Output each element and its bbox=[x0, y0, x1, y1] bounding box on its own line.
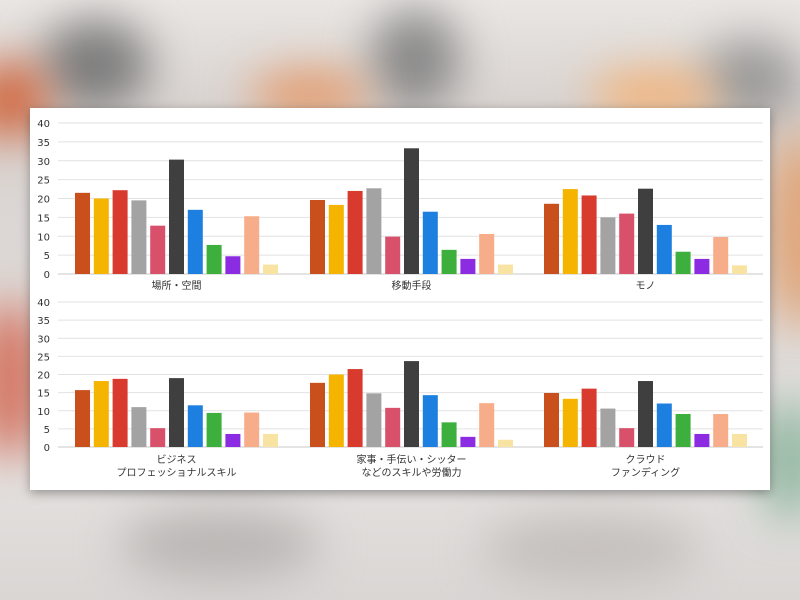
y-tick-label: 15 bbox=[37, 389, 50, 400]
bar bbox=[244, 412, 260, 447]
bar bbox=[206, 244, 222, 274]
bar bbox=[385, 236, 401, 274]
bar bbox=[460, 258, 476, 274]
bar bbox=[328, 374, 344, 447]
bar bbox=[112, 190, 128, 274]
bar bbox=[619, 213, 635, 274]
y-tick-label: 35 bbox=[37, 138, 50, 149]
bar bbox=[366, 393, 382, 447]
bar bbox=[600, 217, 616, 274]
y-tick-label: 0 bbox=[44, 270, 50, 281]
bar bbox=[675, 251, 691, 274]
bar bbox=[187, 405, 203, 447]
bar bbox=[441, 422, 457, 447]
bar bbox=[206, 412, 222, 447]
bar bbox=[404, 148, 419, 274]
bar bbox=[187, 209, 203, 274]
chart-card: 0 5 10 15 20 25 30 35 40 場所・空間 移動手段 モノ 0 5 10 15 20 25 30 3… bbox=[30, 108, 770, 490]
bar bbox=[169, 159, 184, 274]
bar bbox=[404, 361, 419, 447]
category-label: プロフェッショナルスキル bbox=[117, 467, 237, 479]
bar bbox=[544, 392, 559, 447]
bar bbox=[422, 395, 438, 447]
bar bbox=[75, 192, 90, 274]
bar bbox=[366, 188, 382, 274]
bar bbox=[732, 433, 747, 447]
y-tick-label: 5 bbox=[44, 251, 50, 262]
y-tick-label: 25 bbox=[37, 176, 50, 187]
bar bbox=[422, 211, 438, 274]
bar bbox=[347, 190, 363, 274]
bar bbox=[562, 189, 578, 274]
bar bbox=[347, 369, 363, 447]
bar bbox=[544, 203, 559, 274]
bar bbox=[225, 256, 241, 274]
bar bbox=[225, 433, 241, 447]
bar-chart-figure: 0 5 10 15 20 25 30 35 40 場所・空間 移動手段 モノ 0 5 10 15 20 25 30 3… bbox=[37, 119, 763, 479]
bar bbox=[169, 378, 184, 447]
bar bbox=[581, 388, 597, 447]
y-tick-label: 10 bbox=[37, 232, 50, 243]
y-tick-label: 30 bbox=[37, 157, 50, 168]
y-tick-label: 40 bbox=[37, 119, 50, 130]
bar bbox=[310, 382, 325, 447]
bar bbox=[562, 398, 578, 447]
bar bbox=[460, 436, 476, 447]
bar bbox=[619, 428, 635, 447]
y-tick-label: 20 bbox=[37, 371, 50, 382]
bar bbox=[244, 216, 260, 274]
bar bbox=[694, 258, 710, 274]
y-tick-label: 0 bbox=[44, 443, 50, 454]
bar bbox=[656, 403, 672, 447]
bar bbox=[385, 407, 401, 447]
bar bbox=[328, 204, 344, 274]
bar bbox=[263, 264, 278, 274]
y-tick-label: 10 bbox=[37, 407, 50, 418]
bar bbox=[131, 200, 147, 274]
y-tick-label: 40 bbox=[37, 298, 50, 309]
bar bbox=[441, 249, 457, 274]
bar bbox=[479, 233, 495, 274]
category-label: クラウド bbox=[626, 454, 666, 466]
category-label: ファンディング bbox=[611, 466, 680, 479]
bar bbox=[638, 381, 653, 447]
y-tick-label: 35 bbox=[37, 316, 50, 327]
category-label: 移動手段 bbox=[392, 279, 432, 292]
bar bbox=[150, 428, 166, 447]
bar bbox=[93, 381, 109, 447]
bar bbox=[713, 237, 729, 274]
bar bbox=[131, 407, 147, 447]
y-tick-label: 15 bbox=[37, 213, 50, 224]
bar bbox=[498, 264, 513, 274]
bar bbox=[656, 224, 672, 274]
bar bbox=[694, 433, 710, 447]
bar bbox=[310, 200, 325, 274]
bar bbox=[638, 188, 653, 274]
bar bbox=[93, 198, 109, 274]
bar bbox=[479, 403, 495, 447]
bar bbox=[732, 265, 747, 274]
category-label: 家事・手伝い・シッター bbox=[357, 453, 467, 466]
category-label: ビジネス bbox=[157, 454, 197, 466]
bar bbox=[150, 225, 166, 274]
y-tick-label: 25 bbox=[37, 352, 50, 363]
bar bbox=[263, 433, 278, 447]
bar bbox=[675, 414, 691, 447]
bar bbox=[75, 390, 90, 447]
bar bbox=[600, 408, 616, 447]
bar bbox=[498, 439, 513, 447]
category-label: モノ bbox=[636, 281, 656, 292]
category-label: 場所・空間 bbox=[152, 279, 202, 292]
y-tick-label: 20 bbox=[37, 195, 50, 206]
category-label: などのスキルや労働力 bbox=[362, 466, 462, 479]
y-tick-label: 30 bbox=[37, 334, 50, 345]
bar bbox=[581, 195, 597, 274]
bar bbox=[112, 378, 128, 447]
y-tick-label: 5 bbox=[44, 425, 50, 436]
bar bbox=[713, 414, 729, 447]
